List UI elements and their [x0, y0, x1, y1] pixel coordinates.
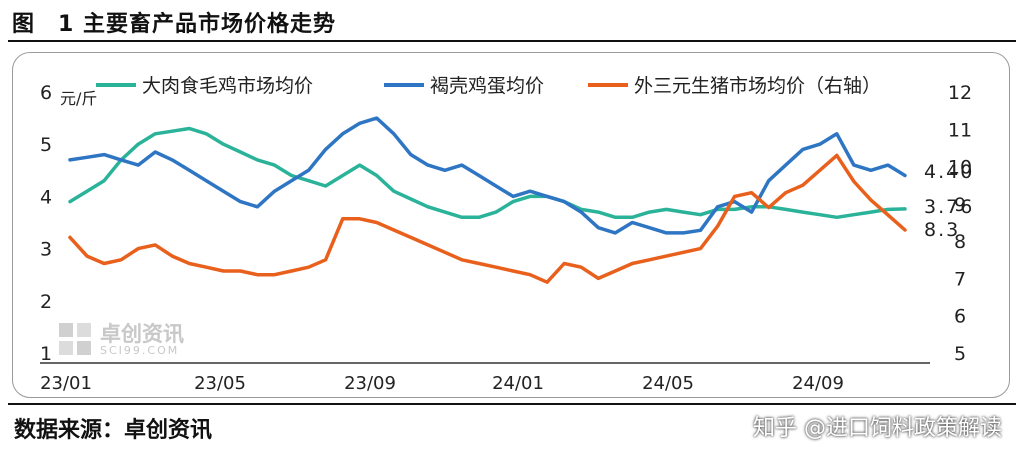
- chart-frame: [12, 52, 1010, 398]
- y2-tick-label: 8: [954, 231, 966, 253]
- y-axis-unit: 元/斤: [60, 89, 97, 108]
- y-tick-label: 2: [40, 291, 52, 313]
- y-tick-label: 1: [40, 343, 52, 365]
- x-tick-label: 23/09: [344, 373, 396, 394]
- series-end-label: 3.76: [924, 196, 974, 218]
- top-rule: [8, 40, 1016, 42]
- x-tick-label: 24/01: [492, 373, 544, 394]
- x-tick-label: 23/05: [194, 373, 246, 394]
- figure-title: 图 1 主要畜产品市场价格走势: [12, 12, 336, 37]
- legend-label: 外三元生猪市场均价（右轴）: [634, 75, 881, 97]
- y2-tick-label: 5: [954, 343, 966, 365]
- y2-tick-label: 11: [948, 119, 972, 141]
- x-tick-label: 24/05: [642, 373, 694, 394]
- data-source: 数据来源：卓创资讯: [14, 418, 213, 443]
- y-tick-label: 5: [40, 134, 52, 156]
- y2-tick-label: 9: [954, 194, 966, 216]
- x-tick-label: 23/01: [40, 373, 92, 394]
- x-tick-label: 24/09: [792, 373, 844, 394]
- y2-tick-label: 12: [948, 82, 972, 104]
- y2-tick-label: 10: [948, 157, 972, 179]
- y-tick-label: 3: [40, 239, 52, 261]
- y2-tick-label: 7: [954, 268, 966, 290]
- y-tick-label: 6: [40, 82, 52, 104]
- y2-tick-label: 6: [954, 306, 966, 328]
- watermark-logo-icon: [59, 323, 91, 355]
- author-credit: 知乎 @进口饲料政策解读: [753, 416, 1002, 441]
- y-tick-label: 4: [40, 186, 52, 208]
- legend-label: 大肉食毛鸡市场均价: [142, 75, 313, 97]
- watermark-name: 卓创资讯: [100, 322, 184, 346]
- series-line-2: [68, 116, 907, 235]
- series-end-label: 8.3: [924, 219, 960, 241]
- watermark-domain: SCI99.COM: [100, 344, 180, 357]
- series-end-label: 4.40: [924, 161, 974, 183]
- bottom-rule: [8, 403, 1016, 405]
- series-line-3: [68, 153, 907, 284]
- legend-label: 褐壳鸡蛋均价: [430, 75, 544, 97]
